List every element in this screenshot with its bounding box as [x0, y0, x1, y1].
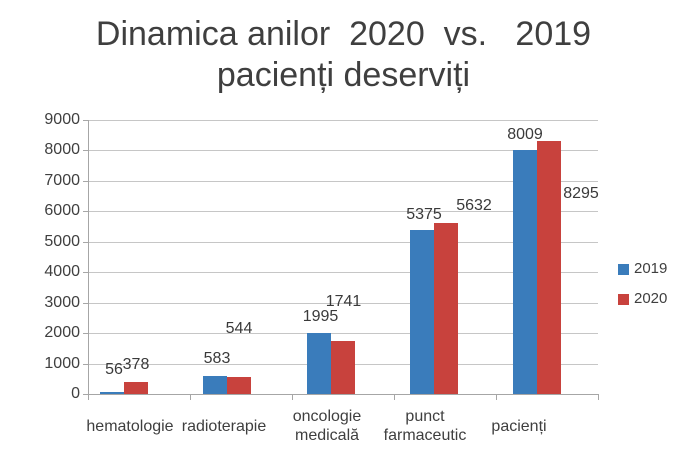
- bar-2020-0: [124, 382, 148, 394]
- chart-title: Dinamica anilor 2020 vs. 2019 pacienți d…: [0, 14, 687, 96]
- x-axis-tick: [292, 395, 293, 400]
- y-axis: [88, 120, 89, 394]
- value-label-2019-4: 8009: [507, 126, 543, 144]
- y-axis-label: 9000: [44, 111, 80, 128]
- x-axis: [88, 394, 599, 395]
- y-axis-tick: [83, 241, 88, 243]
- bar-2019-0: [100, 392, 124, 394]
- x-axis-tick: [394, 395, 395, 400]
- y-axis-label: 5000: [44, 232, 80, 250]
- gridline: [88, 241, 598, 243]
- bar-2019-2: [306, 333, 331, 394]
- x-axis-tick: [190, 395, 191, 400]
- legend-label-2019: 2019: [634, 260, 668, 277]
- y-axis-tick: [83, 180, 88, 182]
- y-axis-tick: [83, 333, 88, 335]
- y-axis-label: 7000: [44, 171, 80, 189]
- x-axis-tick: [598, 395, 599, 400]
- value-label-2020-2: 1741: [325, 292, 362, 310]
- y-axis-tick: [83, 211, 88, 213]
- gridline: [88, 180, 598, 182]
- value-label-2020-0: 378: [122, 356, 150, 374]
- gridline: [88, 150, 598, 152]
- y-axis-label: 1000: [44, 354, 80, 372]
- bar-2020-1: [227, 377, 251, 394]
- y-axis-tick: [83, 272, 88, 274]
- x-category-label-1: radioterapie: [181, 417, 267, 435]
- x-category-label-2: oncologie medicală: [292, 408, 362, 444]
- y-axis-label: 8000: [44, 141, 80, 159]
- legend-swatch-2020: [618, 293, 629, 305]
- value-label-2019-0: 56: [105, 361, 123, 379]
- y-axis-tick: [83, 302, 88, 304]
- value-label-2020-1: 544: [225, 320, 253, 338]
- gridline: [88, 120, 598, 121]
- y-axis-tick: [83, 150, 88, 152]
- x-category-label-3: punct farmaceutic: [383, 408, 467, 444]
- bar-2020-4: [537, 141, 561, 394]
- y-axis-label: 0: [71, 385, 80, 402]
- value-label-2019-1: 583: [203, 350, 231, 368]
- x-axis-tick: [496, 395, 497, 400]
- y-axis-label: 3000: [44, 293, 80, 311]
- value-label-2019-2: 1995: [302, 308, 339, 326]
- gridline: [88, 302, 598, 304]
- gridline: [88, 333, 598, 335]
- y-axis-tick: [83, 363, 88, 365]
- bar-2019-3: [410, 230, 434, 394]
- gridline: [88, 211, 598, 213]
- y-axis-label: 6000: [44, 202, 80, 220]
- chart-title-line1: Dinamica anilor 2020 vs. 2019: [95, 15, 592, 53]
- x-category-label-4: pacienți: [491, 417, 547, 435]
- bar-2020-3: [434, 222, 458, 394]
- x-axis-tick: [88, 395, 89, 400]
- gridline: [88, 272, 598, 274]
- legend-item-2020: 2020: [618, 291, 667, 307]
- bar-2020-2: [330, 340, 355, 394]
- value-label-2019-3: 5375: [406, 206, 442, 224]
- y-axis-label: 4000: [44, 263, 80, 281]
- value-label-2020-4: 8295: [563, 185, 599, 203]
- legend-swatch-2019: [618, 263, 629, 275]
- bar-2019-1: [203, 376, 227, 394]
- chart-title-line2: pacienți deserviți: [216, 56, 471, 94]
- bar-2019-4: [513, 150, 537, 394]
- legend-label-2020: 2020: [634, 290, 668, 307]
- y-axis-tick: [83, 394, 88, 395]
- y-axis-label: 2000: [44, 324, 80, 342]
- legend-item-2019: 2019: [618, 261, 667, 277]
- value-label-2020-3: 5632: [456, 196, 492, 214]
- x-category-label-0: hematologie: [86, 417, 174, 435]
- y-axis-tick: [83, 120, 88, 121]
